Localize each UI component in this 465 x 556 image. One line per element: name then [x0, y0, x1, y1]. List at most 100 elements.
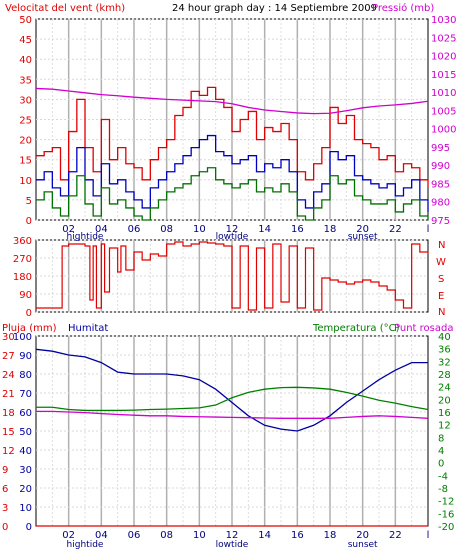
series-punt-rosada [36, 410, 429, 419]
series-humitat [35, 348, 428, 432]
wind-y-tick: 10 [19, 176, 32, 187]
x-tick-label-top: 12 [226, 224, 239, 235]
direction-y-tick: 90 [19, 290, 32, 301]
rain-y-tick: 18 [2, 408, 15, 419]
x-tick-label-top: 08 [160, 224, 173, 235]
series-wind-avg [36, 134, 429, 212]
series-direction [36, 241, 429, 311]
direction-y-tick: 270 [13, 254, 32, 265]
temperature-y-tick: 0 [438, 459, 444, 470]
rain-y-tick: 27 [2, 351, 15, 362]
dew-title: Punt rosada [394, 323, 453, 334]
pressure-y-tick: 1025 [431, 33, 456, 44]
rain-y-tick: 3 [2, 503, 8, 514]
humidity-y-tick: 30 [19, 465, 32, 476]
humidity-y-tick: 10 [19, 503, 32, 514]
temperature-y-tick: 20 [438, 395, 451, 406]
humidity-y-tick: 40 [19, 446, 32, 457]
x-tick-label-bottom: 18 [324, 530, 337, 541]
humidity-y-tick: 60 [19, 408, 32, 419]
wind-y-tick: 45 [19, 35, 32, 46]
x-tick-label-bottom: 14 [258, 530, 271, 541]
x-tick-label-bottom: 16 [291, 530, 304, 541]
tick-layer: 0510152025303540455097598098599099510001… [2, 15, 456, 550]
pressure-y-tick: 1010 [431, 88, 456, 99]
x-tick-label-bottom: 08 [160, 530, 173, 541]
pressure-y-tick: 985 [431, 179, 450, 190]
rain-y-tick: 9 [2, 465, 8, 476]
pressure-y-tick: 1005 [431, 106, 456, 117]
pressure-y-tick: 980 [431, 198, 450, 209]
x-tick-label-bottom: 04 [95, 530, 108, 541]
compass-n-bottom: N [438, 307, 445, 318]
pressure-title: Pressió (mb) [372, 2, 434, 14]
humidity-y-tick: 70 [19, 389, 32, 400]
direction-y-tick: 180 [13, 272, 32, 283]
series-temperatura [36, 386, 429, 412]
temperature-y-tick: 32 [438, 357, 451, 368]
humidity-y-tick: 80 [19, 370, 32, 381]
wind-y-tick: 20 [19, 136, 32, 147]
x-tick-label-top: 04 [95, 224, 108, 235]
pressure-y-tick: 1020 [431, 52, 456, 63]
temperature-y-tick: 24 [438, 383, 451, 394]
temperature-y-tick: 40 [438, 332, 451, 343]
pressure-y-tick: 1000 [431, 125, 456, 136]
x-tick-label-top: 10 [193, 224, 206, 235]
wind-y-tick: 0 [26, 216, 32, 227]
pressure-y-tick: 995 [431, 143, 450, 154]
temperature-y-tick: 4 [438, 446, 444, 457]
x-tick-label-top: l [427, 224, 430, 235]
temperature-y-tick: -20 [438, 522, 454, 533]
humidity-y-tick: 20 [19, 484, 32, 495]
rain-y-tick: 0 [2, 522, 8, 533]
temperature-title: Temperatura (°C) [312, 323, 400, 334]
humidity-y-tick: 50 [19, 427, 32, 438]
series-pressure [35, 87, 429, 115]
wind-y-tick: 40 [19, 55, 32, 66]
temperature-y-tick: -12 [438, 497, 454, 508]
x-tick-label-bottom: 20 [356, 530, 369, 541]
humidity-y-tick: 100 [13, 332, 32, 343]
temperature-y-tick: -16 [438, 509, 454, 520]
humidity-y-tick: 90 [19, 351, 32, 362]
x-annotation-top: hightide [67, 232, 104, 242]
x-tick-label-top: 20 [356, 224, 369, 235]
x-annotation-top: sunset [348, 232, 378, 242]
x-tick-label-bottom: 02 [62, 530, 75, 541]
pressure-y-tick: 1030 [431, 15, 456, 26]
temperature-y-tick: 36 [438, 345, 451, 356]
x-annotation-top: lowtide [216, 232, 249, 242]
series-wind-low [36, 167, 429, 221]
x-annotation-bottom: sunset [348, 540, 378, 550]
temperature-y-tick: 28 [438, 370, 451, 381]
pressure-y-tick: 975 [431, 216, 450, 227]
direction-y-tick: 360 [13, 236, 32, 247]
pressure-y-tick: 1015 [431, 70, 456, 81]
temperature-y-tick: 8 [438, 433, 444, 444]
graph-title: 24 hour graph day : 14 Septiembre 2009 [172, 3, 377, 14]
x-tick-label-top: 18 [324, 224, 337, 235]
rain-y-tick: 12 [2, 446, 15, 457]
compass-w: W [436, 257, 446, 268]
rain-y-tick: 15 [2, 427, 15, 438]
temperature-y-tick: -8 [438, 484, 448, 495]
rain-y-tick: 6 [2, 484, 8, 495]
temperature-y-tick: 12 [438, 421, 451, 432]
x-tick-label-top: 02 [62, 224, 75, 235]
compass-e: E [438, 291, 444, 302]
rain-y-tick: 21 [2, 389, 15, 400]
x-tick-label-top: 22 [389, 224, 402, 235]
rain-y-tick: 24 [2, 370, 15, 381]
series-layer [35, 86, 429, 527]
wind-y-tick: 25 [19, 116, 32, 127]
x-annotation-bottom: lowtide [216, 540, 249, 550]
direction-y-tick: 0 [26, 308, 32, 319]
wind-title: Velocitat del vent (kmh) [5, 3, 125, 14]
x-tick-label-bottom: l [427, 530, 430, 541]
x-tick-label-bottom: 06 [128, 530, 141, 541]
humidity-title: Humitat [68, 323, 108, 334]
compass-s: S [438, 274, 444, 285]
wind-y-tick: 50 [19, 15, 32, 26]
